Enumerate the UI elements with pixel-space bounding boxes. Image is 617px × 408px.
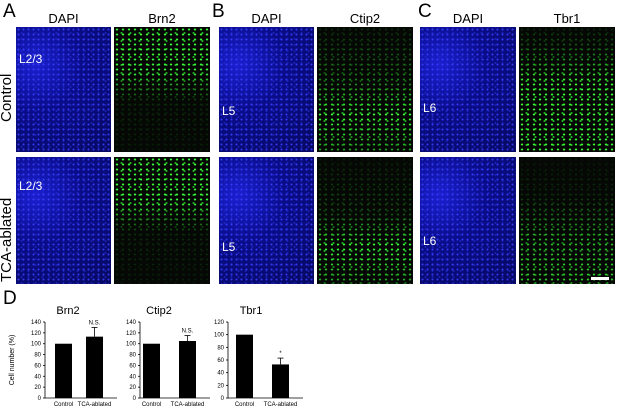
panel-c-letter: C (418, 1, 432, 22)
panel-a-marker-header: Brn2 (148, 11, 176, 26)
y-tick-label: 60 (217, 358, 224, 364)
panel-a-tca-brn2-image (114, 157, 210, 284)
y-tick-label: 0 (38, 396, 42, 402)
y-tick-label: 20 (217, 383, 224, 389)
panel-c-tca-tbr1-image (519, 157, 615, 284)
panel-a-control-dapi-image: L2/3 (16, 27, 111, 152)
y-tick-label: 140 (126, 320, 137, 326)
scale-bar (591, 277, 609, 280)
y-tick-label: 40 (217, 371, 224, 377)
chart-title: Tbr1 (240, 305, 263, 317)
panel-b-control-ctip2-image (317, 27, 413, 152)
bar (143, 343, 160, 398)
panel-b-tca-dapi-image: L5 (219, 157, 314, 284)
panel-d-letter: D (3, 288, 17, 309)
layer-label: L5 (222, 240, 236, 254)
y-tick-label: 20 (129, 385, 136, 391)
y-tick-label: 120 (31, 331, 42, 337)
y-axis-label: Cell number (%) (9, 335, 16, 386)
panel-a-tca-dapi-image: L2/3 (16, 157, 111, 284)
category-label: TCA-ablated (78, 402, 112, 408)
y-tick-label: 60 (129, 363, 136, 369)
panel-a-letter: A (3, 1, 16, 22)
layer-label: L2/3 (19, 179, 43, 193)
panel-a-dapi-header: DAPI (48, 11, 79, 26)
ctip2-chart: Ctip2 0 20 40 60 80 100 120 140 Control N.S. TCA-ab… (126, 305, 210, 408)
significance-label: N.S. (182, 329, 194, 335)
y-tick-label: 0 (221, 396, 225, 402)
y-tick-label: 40 (129, 374, 136, 380)
significance-label: N.S. (89, 320, 101, 326)
category-label: Control (235, 402, 254, 408)
layer-label: L6 (423, 101, 437, 115)
y-tick-label: 120 (126, 331, 137, 337)
y-tick-label: 80 (217, 345, 224, 351)
y-tick-label: 100 (214, 333, 225, 339)
bar (86, 336, 103, 398)
panel-b-control-dapi-image: L5 (219, 27, 314, 152)
y-tick-label: 100 (31, 342, 42, 348)
bar (179, 341, 196, 398)
bar (272, 364, 289, 398)
bar (236, 334, 253, 398)
bar (55, 343, 72, 398)
layer-label: L5 (222, 104, 236, 118)
chart-title: Ctip2 (146, 305, 172, 317)
y-tick-label: 120 (214, 320, 225, 326)
panel-b-dapi-header: DAPI (251, 11, 282, 26)
category-label: Control (142, 402, 161, 408)
panel-a-control-brn2-image (114, 27, 210, 152)
panel-b-tca-ctip2-image (317, 157, 413, 284)
panel-b-marker-header: Ctip2 (349, 11, 381, 26)
brn2-chart: Brn2 Cell number (%) 0 20 40 60 80 100 120 140 Con… (9, 305, 117, 408)
panel-b-letter: B (212, 1, 225, 22)
y-tick-label: 40 (34, 374, 41, 380)
layer-label: L6 (423, 234, 437, 248)
significance-label: * (279, 351, 282, 357)
y-tick-label: 140 (31, 320, 42, 326)
category-label: Control (54, 402, 73, 408)
panel-c-dapi-header: DAPI (452, 11, 484, 26)
y-tick-label: 60 (34, 363, 41, 369)
y-tick-label: 80 (34, 353, 41, 359)
y-tick-label: 20 (34, 385, 41, 391)
y-tick-label: 100 (126, 342, 137, 348)
panel-c-control-dapi-image: L6 (420, 27, 516, 152)
layer-label: L2/3 (19, 52, 43, 66)
category-label: TCA-ablated (264, 402, 298, 408)
panel-c-control-tbr1-image (519, 27, 615, 152)
tbr1-chart: Tbr1 0 20 40 60 80 100 120 Control * TCA-ablated (214, 305, 303, 408)
y-tick-label: 80 (129, 353, 136, 359)
panel-d-charts: Brn2 Cell number (%) 0 20 40 60 80 100 120 140 Con… (9, 305, 303, 408)
panel-c-tca-dapi-image: L6 (420, 157, 516, 284)
panel-c-marker-header: Tbr1 (553, 11, 581, 26)
chart-title: Brn2 (56, 305, 79, 317)
category-label: TCA-ablated (171, 402, 205, 408)
y-tick-label: 0 (133, 396, 137, 402)
row-label-control: Control (0, 73, 15, 122)
row-label-tca-ablated: TCA-ablated (0, 197, 15, 282)
